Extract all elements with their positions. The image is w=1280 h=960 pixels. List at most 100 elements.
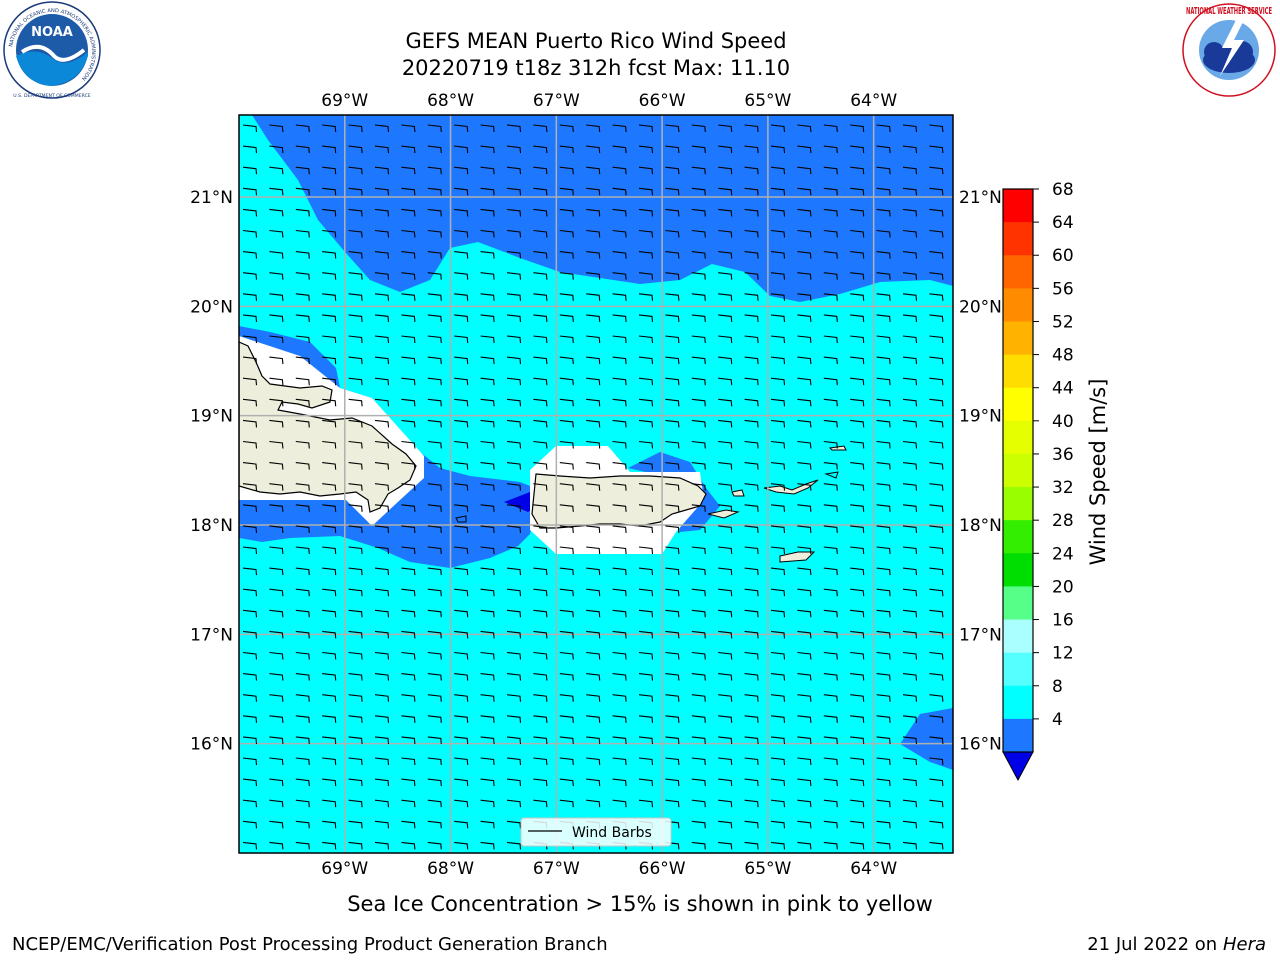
wind-barb xyxy=(242,504,258,512)
wind-barb xyxy=(665,462,680,470)
wind-barb xyxy=(480,419,495,428)
wind-barb xyxy=(929,715,944,723)
wind-barb xyxy=(559,483,574,491)
wind-barb xyxy=(770,124,786,133)
wind-barb xyxy=(348,272,363,280)
wind-barb xyxy=(902,356,918,365)
wind-barb xyxy=(533,272,548,280)
wind-barb xyxy=(269,630,284,639)
wind-barb xyxy=(269,736,284,744)
wind-barb xyxy=(770,609,786,618)
wind-barb xyxy=(612,778,627,787)
wind-barbs xyxy=(242,124,944,850)
wind-barb xyxy=(269,694,284,702)
wind-barb xyxy=(586,462,601,470)
map-area xyxy=(239,115,953,853)
wind-barb xyxy=(480,124,495,133)
wind-barb xyxy=(348,799,363,808)
wind-barb xyxy=(770,356,786,365)
wind-barb xyxy=(401,314,416,322)
wind-barb xyxy=(533,335,548,344)
wind-barb xyxy=(401,251,416,259)
wind-barb xyxy=(506,799,522,808)
wind-barb xyxy=(744,715,759,723)
wind-barb xyxy=(322,504,337,512)
wind-barb xyxy=(744,398,759,407)
wind-barb xyxy=(876,483,891,491)
wind-barb xyxy=(374,567,390,576)
wind-barb xyxy=(850,356,865,365)
wind-barb xyxy=(823,567,838,576)
wind-barb xyxy=(876,335,891,344)
colorbar-tick-label: 56 xyxy=(1052,279,1074,299)
wind-barb xyxy=(295,483,310,491)
wind-barb xyxy=(322,293,337,301)
wind-barb xyxy=(242,715,258,723)
wind-barb xyxy=(480,546,495,555)
colorbar-tick-label: 36 xyxy=(1052,445,1074,465)
wind-barb xyxy=(427,419,442,428)
wind-barb xyxy=(850,757,865,766)
wind-barb xyxy=(427,567,442,576)
wind-barb xyxy=(770,272,786,280)
wind-barb xyxy=(797,293,812,301)
wind-barb xyxy=(770,398,786,407)
wind-barb xyxy=(770,377,786,386)
wind-barb xyxy=(480,757,495,766)
wind-barb xyxy=(850,820,865,829)
wind-barb xyxy=(638,356,654,365)
ocean-mid-wind-southeast xyxy=(900,708,953,770)
wind-barb xyxy=(850,483,865,491)
wind-barb xyxy=(348,630,363,639)
wind-barb xyxy=(665,673,680,681)
wind-barb xyxy=(348,525,363,533)
wind-barb xyxy=(823,145,838,154)
wind-barb xyxy=(374,272,390,280)
wind-barb xyxy=(506,377,522,386)
wind-barb xyxy=(533,483,548,491)
wind-barb xyxy=(322,462,337,470)
wind-barb xyxy=(876,377,891,386)
wind-barb xyxy=(691,229,706,238)
wind-barb xyxy=(480,187,495,196)
wind-barb xyxy=(401,525,416,533)
wind-barb xyxy=(638,335,654,344)
wind-barb xyxy=(797,398,812,407)
wind-barb xyxy=(586,609,601,618)
wind-barb xyxy=(401,736,416,744)
wind-barb xyxy=(850,778,865,787)
wind-barb xyxy=(691,145,706,154)
wind-barb xyxy=(876,124,891,133)
wind-barb xyxy=(612,673,627,681)
wind-barb xyxy=(401,715,416,723)
wind-barb xyxy=(506,630,522,639)
wind-barb xyxy=(665,314,680,322)
wind-barb xyxy=(850,462,865,470)
wind-barb xyxy=(929,229,944,238)
wind-barb xyxy=(506,251,522,259)
wind-barb xyxy=(480,166,495,175)
wind-barb xyxy=(322,609,337,618)
wind-barb xyxy=(427,124,442,133)
colorbar-tick-label: 64 xyxy=(1052,213,1074,233)
lat-tick-label-right: 16°N xyxy=(959,735,1002,755)
wind-barb xyxy=(770,841,786,850)
wind-barb xyxy=(770,588,786,597)
wind-barb xyxy=(770,462,786,470)
wind-barb xyxy=(348,293,363,301)
wind-barb xyxy=(480,799,495,808)
wind-barb xyxy=(559,673,574,681)
wind-barb xyxy=(797,757,812,766)
wind-barb xyxy=(559,462,574,470)
wind-barb xyxy=(638,736,654,744)
wind-barb xyxy=(401,187,416,196)
wind-barb xyxy=(401,356,416,365)
wind-barb xyxy=(718,651,733,660)
wind-barb xyxy=(427,609,442,618)
wind-barb xyxy=(744,651,759,660)
wind-barb xyxy=(533,293,548,301)
wind-barb xyxy=(427,145,442,154)
wind-barb xyxy=(902,609,918,618)
wind-barb xyxy=(902,736,918,744)
wind-barb xyxy=(374,208,390,217)
